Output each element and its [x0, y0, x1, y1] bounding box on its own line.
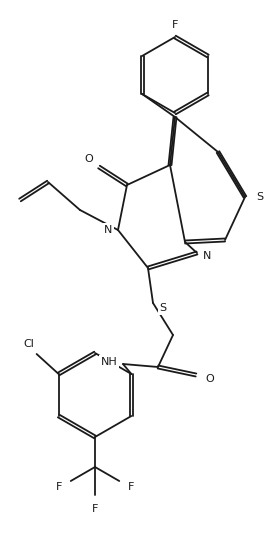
Text: N: N: [104, 225, 112, 235]
Text: S: S: [160, 303, 166, 313]
Text: F: F: [56, 482, 62, 492]
Text: F: F: [92, 504, 98, 514]
Text: O: O: [85, 154, 93, 164]
Text: Cl: Cl: [23, 339, 34, 349]
Text: O: O: [206, 374, 214, 384]
Text: S: S: [257, 192, 263, 202]
Text: N: N: [203, 251, 211, 261]
Text: NH: NH: [101, 357, 117, 367]
Text: F: F: [128, 482, 134, 492]
Text: F: F: [172, 20, 178, 30]
